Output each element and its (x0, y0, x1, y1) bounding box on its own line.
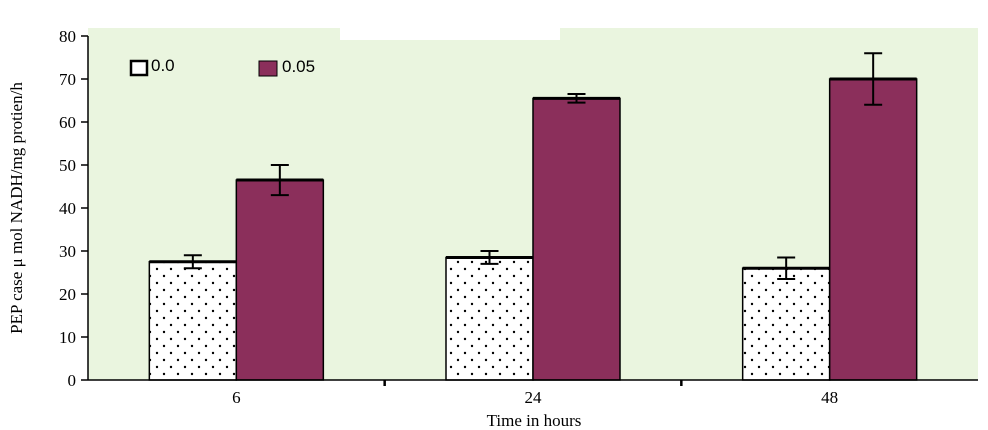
y-tick-label-6: 60 (59, 113, 76, 132)
y-tick-label-0: 0 (68, 371, 77, 390)
bar-series-0-cat-2 (741, 267, 831, 381)
y-tick-label-7: 70 (59, 70, 76, 89)
legend-label-0-0: 0.0 (151, 56, 175, 75)
x-tick-label-1: 24 (525, 388, 543, 407)
y-tick-label-3: 30 (59, 242, 76, 261)
bar-series-1-cat-2 (828, 78, 918, 381)
x-tick-label-0: 6 (232, 388, 241, 407)
bar-series-1-cat-0 (235, 179, 325, 381)
legend-label-0-05: 0.05 (282, 57, 315, 76)
y-tick-label-8: 80 (59, 27, 76, 46)
plot-top-notch (340, 28, 560, 40)
bar-series-0-cat-0 (148, 261, 238, 381)
y-axis-title: PEP case μ mol NADH/mg protien/h (7, 82, 26, 334)
x-axis-title: Time in hours (487, 411, 582, 430)
x-tick-label-2: 48 (821, 388, 838, 407)
y-tick-label-2: 20 (59, 285, 76, 304)
legend-swatch-0-0 (129, 59, 149, 77)
legend-swatch-0-05 (258, 60, 278, 77)
bar-series-1-cat-1 (532, 97, 621, 381)
bar-series-0-cat-1 (445, 256, 534, 381)
y-tick-label-1: 10 (59, 328, 76, 347)
y-tick-label-5: 50 (59, 156, 76, 175)
y-tick-label-4: 40 (59, 199, 76, 218)
